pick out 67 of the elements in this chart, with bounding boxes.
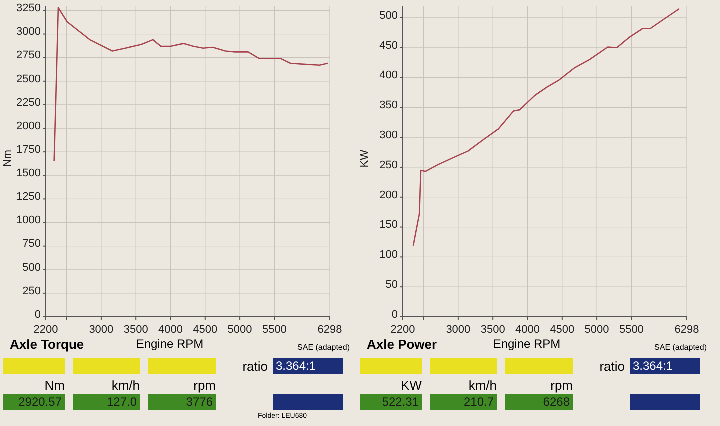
text: KW [400,378,422,393]
text: rpm [550,378,573,393]
x-tick-label: 6298 [318,324,342,336]
text: SAE (adapted) [296,343,350,352]
text: 3.364:1 [273,358,343,374]
x-tick-label: 5500 [619,324,644,336]
x-tick-label: 5000 [584,324,610,336]
y-tick-label: 0 [34,308,41,321]
x-tick-label: 3500 [480,324,506,336]
y-tick-label: 300 [380,129,398,142]
line-series [54,7,329,162]
y-tick-label: 150 [380,219,398,232]
text: Axle Power [367,337,438,352]
y-tick-label: 500 [380,10,398,22]
y-tick-label: 2250 [16,96,41,109]
y-tick-label: 1000 [16,214,41,227]
x-tick-label: 4500 [193,324,218,336]
y-tick-label: 500 [22,262,41,274]
y-tick-label: 250 [380,159,398,172]
y-tick-label: 3250 [16,2,41,15]
y-tick-label: 50 [386,279,398,291]
x-tick-label: 4000 [158,324,183,336]
text: km/h [110,378,140,393]
x-tick-label: 4000 [516,324,540,336]
x-tick-label: 2200 [390,324,416,336]
y-tick-label: 2750 [16,50,41,62]
y-tick-label: 1500 [16,168,41,180]
text: 210.7 [430,394,497,410]
y-tick-label: 1250 [16,191,41,204]
x-tick-label: 5000 [228,324,252,336]
y-axis-title: Nm [2,150,14,168]
text: ratio [242,359,268,374]
x-tick-label: 5500 [262,324,287,336]
y-tick-label: 100 [380,249,398,262]
y-tick-label: 2500 [16,73,41,86]
text: Axle Torque [10,337,84,352]
text: 6268 [505,394,573,410]
text: km/h [468,378,497,393]
y-tick-label: 0 [392,308,398,321]
text: 2920.57 [3,394,65,410]
x-axis-title: Engine RPM [135,337,205,351]
y-tick-label: 400 [380,70,398,82]
text: 3.364:1 [630,358,700,374]
y-tick-label: 1750 [16,144,41,156]
x-tick-label: 4500 [550,324,575,336]
text: SAE (adapted) [654,343,707,352]
y-tick-label: 200 [380,189,398,202]
x-tick-label: 3500 [124,324,148,336]
text: 3776 [148,394,216,410]
x-tick-label: 2200 [34,324,58,336]
y-tick-label: 2000 [16,120,41,132]
text: ratio [598,359,625,374]
line-series [412,8,680,246]
y-tick-label: 3000 [16,26,41,38]
y-tick-label: 350 [380,100,398,112]
text: Nm [44,378,65,393]
text: 522.31 [360,394,422,410]
y-tick-label: 450 [380,40,398,52]
y-tick-label: 250 [22,285,41,298]
text: 127.0 [73,394,140,410]
x-tick-label: 3000 [446,324,471,336]
y-tick-label: 750 [22,238,41,250]
x-tick-label: 3000 [89,324,114,336]
text: rpm [192,378,216,393]
x-tick-label: 6298 [674,324,700,336]
x-axis-title: Engine RPM [492,337,562,351]
y-axis-title: KW [359,150,371,168]
